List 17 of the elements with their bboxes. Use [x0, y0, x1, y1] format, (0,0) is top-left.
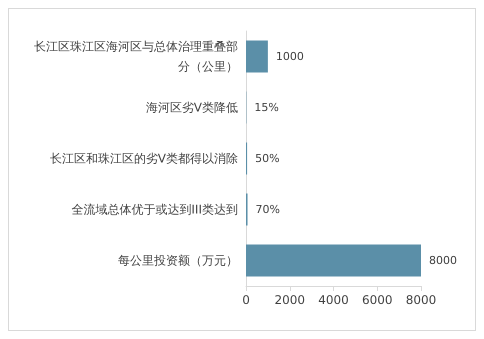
data-label: 15%	[254, 101, 279, 114]
y-tick-label: 全流域总体优于或达到III类达到	[71, 202, 238, 216]
bar	[246, 40, 268, 72]
data-label: 1000	[276, 50, 304, 63]
data-label: 50%	[255, 152, 280, 165]
bar	[246, 244, 421, 276]
y-tick-label: 长江区和珠江区的劣V类都得以消除	[50, 152, 238, 166]
y-tick-label: 每公里投资额（万元）	[118, 254, 238, 268]
y-tick-label: 海河区劣V类降低	[146, 100, 238, 114]
data-label: 8000	[429, 254, 457, 267]
x-tick-label: 8000	[406, 293, 436, 307]
y-tick-label: 长江区珠江区海河区与总体治理重叠部分（公里）	[34, 40, 238, 74]
data-label: 70%	[256, 203, 280, 216]
x-tick-label: 0	[242, 293, 250, 307]
x-tick-label: 6000	[362, 293, 393, 307]
x-tick-label: 2000	[274, 293, 306, 307]
x-tick-label: 4000	[318, 293, 349, 307]
